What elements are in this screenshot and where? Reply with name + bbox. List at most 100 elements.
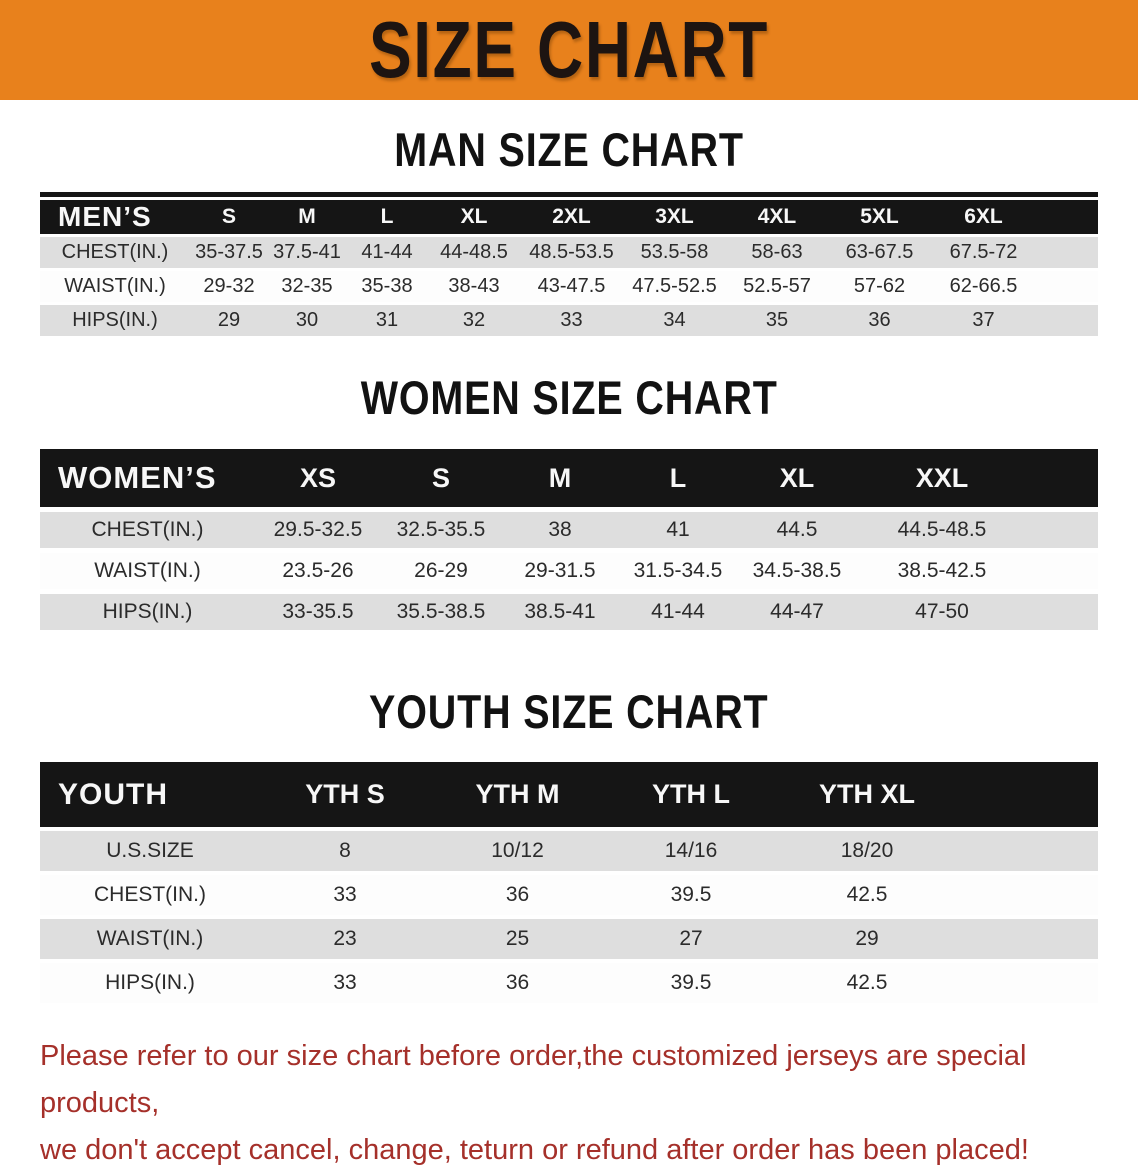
size-cell: 58-63 [751, 240, 803, 263]
size-cell: 41-44 [651, 600, 705, 624]
man-size-table: MEN’S S M L XL 2XL 3XL 4XL 5XL 6XL CHEST(IN.) 35-37… [40, 191, 1098, 336]
size-cell: 37 [972, 308, 995, 331]
size-cell: 31.5-34.5 [633, 559, 723, 583]
size-cell: 29-32 [203, 274, 255, 297]
size-cell: 67.5-72 [949, 240, 1018, 263]
table-row: CHEST(IN.) 33 36 39.5 42.5 [40, 875, 1098, 916]
size-cell: 36 [868, 308, 891, 331]
size-cell: 41 [666, 518, 690, 542]
size-cell: 37.5-41 [273, 240, 341, 263]
size-cell: 36 [505, 883, 530, 907]
size-cell: 18/20 [840, 839, 894, 863]
section-heading-text: YOUTH SIZE CHART [369, 685, 769, 739]
size-cell: 33 [560, 308, 583, 331]
size-cell: 44-48.5 [440, 240, 508, 263]
youth-size-table: YOUTH YTH S YTH M YTH L YTH XL U.S.SIZE 8 10/12… [40, 762, 1098, 1004]
size-cell: 47-50 [915, 600, 969, 624]
disclaimer-line-1: Please refer to our size chart before or… [40, 1040, 1027, 1120]
size-sections: MAN SIZE CHART MEN’S S M L XL 2XL 3XL 4XL 5XL 6XL C… [0, 124, 1138, 1004]
table-header-label: MEN’S [58, 200, 152, 232]
table-row: HIPS(IN.) 33-35.5 35.5-38.5 38.5-41 41-44 44-… [40, 594, 1098, 631]
table-header-label: WOMEN’S [58, 460, 217, 496]
size-cell: 38.5-41 [524, 600, 596, 624]
size-cell: 8 [339, 839, 351, 863]
size-column-header: M [298, 204, 316, 228]
size-chart-banner: SIZE CHART [0, 0, 1138, 100]
size-cell: 38-43 [448, 274, 500, 297]
size-cell: 25 [505, 927, 530, 951]
size-cell: 29-31.5 [524, 559, 596, 583]
size-cell: 30 [295, 308, 319, 331]
table-header-row: MEN’S S M L XL 2XL 3XL 4XL 5XL 6XL [40, 199, 1098, 234]
table-header-row: WOMEN’S XS S M L XL XXL [40, 449, 1098, 508]
size-column-header: S [221, 204, 236, 228]
size-cell: 62-66.5 [949, 274, 1018, 297]
size-cell: 44-47 [770, 600, 824, 624]
size-cell: 34 [663, 308, 686, 331]
row-label: CHEST(IN.) [61, 240, 169, 263]
size-cell: 10/12 [491, 839, 544, 863]
disclaimer-line-2: we don't accept cancel, change, teturn o… [40, 1134, 1029, 1166]
row-label: HIPS(IN.) [102, 600, 193, 624]
size-cell: 39.5 [670, 883, 712, 907]
size-column-header: M [548, 462, 572, 493]
size-column-header: 6XL [964, 204, 1003, 228]
size-cell: 48.5-53.5 [529, 240, 614, 263]
section-heading-text: WOMEN SIZE CHART [360, 370, 778, 424]
row-label: HIPS(IN.) [105, 971, 195, 995]
table-row: WAIST(IN.) 23 25 27 29 [40, 919, 1098, 960]
size-cell: 35-38 [361, 274, 413, 297]
section-heading-text: MAN SIZE CHART [394, 123, 744, 176]
size-cell: 33 [333, 971, 357, 995]
size-cell: 42.5 [846, 971, 888, 995]
size-cell: 44.5-48.5 [897, 518, 987, 542]
row-label: WAIST(IN.) [64, 274, 166, 297]
table-top-rule [40, 191, 1098, 197]
size-cell: 36 [505, 971, 530, 995]
size-column-header: 2XL [552, 204, 591, 228]
size-column-header: 5XL [860, 204, 899, 228]
size-column-header: YTH M [475, 779, 560, 810]
table-row: HIPS(IN.) 29 30 31 32 33 34 35 36 37 [40, 304, 1098, 336]
size-column-header: XL [460, 204, 488, 228]
man-size-chart-heading: MAN SIZE CHART [0, 124, 1138, 176]
size-column-header: S [431, 462, 450, 493]
size-cell: 31 [375, 308, 399, 331]
size-cell: 29.5-32.5 [273, 518, 363, 542]
size-column-header: YTH L [652, 779, 730, 810]
size-column-header: XS [299, 462, 337, 493]
table-header-row: YOUTH YTH S YTH M YTH L YTH XL [40, 762, 1098, 828]
size-cell: 57-62 [853, 274, 906, 297]
row-label: U.S.SIZE [106, 839, 194, 863]
size-cell: 53.5-58 [640, 240, 709, 263]
size-cell: 63-67.5 [845, 240, 914, 263]
size-cell: 14/16 [664, 839, 718, 863]
size-column-header: XXL [915, 462, 969, 493]
size-column-header: L [380, 204, 394, 228]
size-cell: 23 [333, 927, 357, 951]
size-column-header: YTH XL [818, 779, 915, 810]
table-header-label: YOUTH [58, 777, 168, 811]
size-cell: 34.5-38.5 [752, 559, 842, 583]
table-row: WAIST(IN.) 29-32 32-35 35-38 38-43 43-47.5 47.… [40, 270, 1098, 302]
size-cell: 35 [765, 308, 789, 331]
table-row: WAIST(IN.) 23.5-26 26-29 29-31.5 31.5-34.5 34… [40, 553, 1098, 590]
size-cell: 43-47.5 [537, 274, 606, 297]
size-cell: 44.5 [776, 518, 818, 542]
size-cell: 39.5 [670, 971, 712, 995]
size-cell: 41-44 [361, 240, 413, 263]
size-column-header: XL [779, 462, 815, 493]
size-cell: 52.5-57 [743, 274, 811, 297]
size-cell: 47.5-52.5 [632, 274, 717, 297]
size-cell: 27 [679, 927, 703, 951]
youth-size-chart-heading: YOUTH SIZE CHART [0, 686, 1138, 738]
size-cell: 38 [548, 518, 572, 542]
row-label: CHEST(IN.) [91, 518, 204, 542]
size-cell: 33-35.5 [282, 600, 354, 624]
size-cell: 35.5-38.5 [396, 600, 486, 624]
size-column-header: YTH S [305, 779, 385, 810]
table-row: CHEST(IN.) 35-37.5 37.5-41 41-44 44-48.5 48.5… [40, 236, 1098, 268]
size-cell: 32-35 [281, 274, 333, 297]
size-column-header: L [669, 462, 687, 493]
size-column-header: 3XL [655, 204, 694, 228]
